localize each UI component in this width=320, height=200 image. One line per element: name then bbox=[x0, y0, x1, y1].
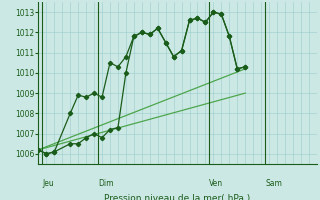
Text: Sam: Sam bbox=[265, 179, 282, 188]
Text: Pression niveau de la mer( hPa ): Pression niveau de la mer( hPa ) bbox=[104, 194, 251, 200]
Text: Dim: Dim bbox=[98, 179, 114, 188]
Text: Jeu: Jeu bbox=[42, 179, 54, 188]
Text: Ven: Ven bbox=[209, 179, 224, 188]
